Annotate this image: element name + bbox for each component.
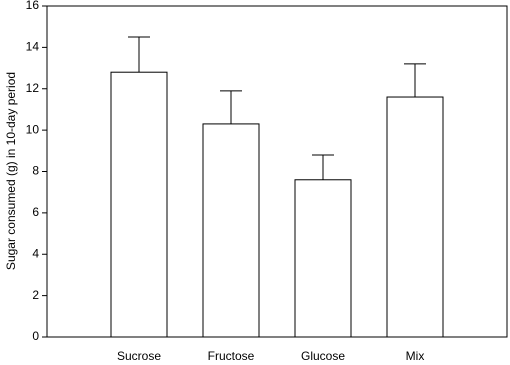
bar: [110, 71, 168, 338]
y-tick-label: 4: [32, 246, 39, 260]
y-tick-label: 0: [32, 329, 39, 343]
error-bar: [128, 36, 150, 73]
x-tick-label: Glucose: [301, 349, 345, 363]
error-bar: [220, 90, 242, 124]
y-tick-label: 8: [32, 164, 39, 178]
y-tick-label: 14: [26, 40, 40, 54]
y-tick-label: 10: [26, 122, 40, 136]
bar: [202, 123, 260, 338]
y-tick-label: 12: [26, 81, 40, 95]
x-tick-label: Mix: [406, 349, 425, 363]
y-tick-label: 6: [32, 205, 39, 219]
y-axis-label: Sugar consumed (g) in 10-day period: [4, 72, 18, 270]
error-bar: [312, 154, 334, 180]
x-tick-label: Sucrose: [117, 349, 161, 363]
x-tick-label: Fructose: [208, 349, 255, 363]
bar: [294, 179, 352, 338]
error-bar: [404, 63, 426, 98]
bar: [386, 96, 444, 338]
y-tick-label: 16: [26, 0, 40, 12]
y-tick-label: 2: [32, 288, 39, 302]
